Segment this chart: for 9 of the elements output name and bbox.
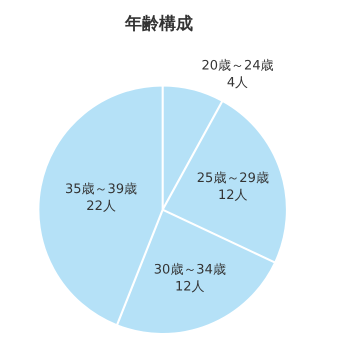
slice-label: 35歳～39歳 [65,182,138,198]
data-label: 22人 [86,198,116,214]
slice-label: 20歳～24歳 [202,58,274,74]
chart-title: 年齢構成 [124,14,193,34]
data-label: 12人 [218,188,248,203]
data-label: 12人 [175,279,205,294]
data-label: 4人 [226,75,248,90]
slice-label: 30歳～34歳 [154,262,226,278]
slice-label: 25歳～29歳 [196,170,269,186]
